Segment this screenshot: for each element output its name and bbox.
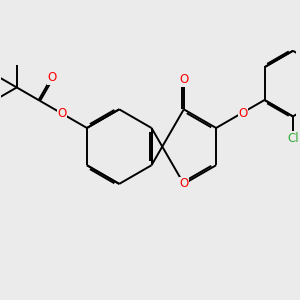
Text: O: O: [57, 107, 66, 120]
Text: O: O: [238, 107, 248, 120]
Text: O: O: [179, 73, 188, 86]
Text: O: O: [47, 71, 57, 84]
Text: O: O: [179, 177, 188, 190]
Text: Cl: Cl: [287, 132, 299, 145]
